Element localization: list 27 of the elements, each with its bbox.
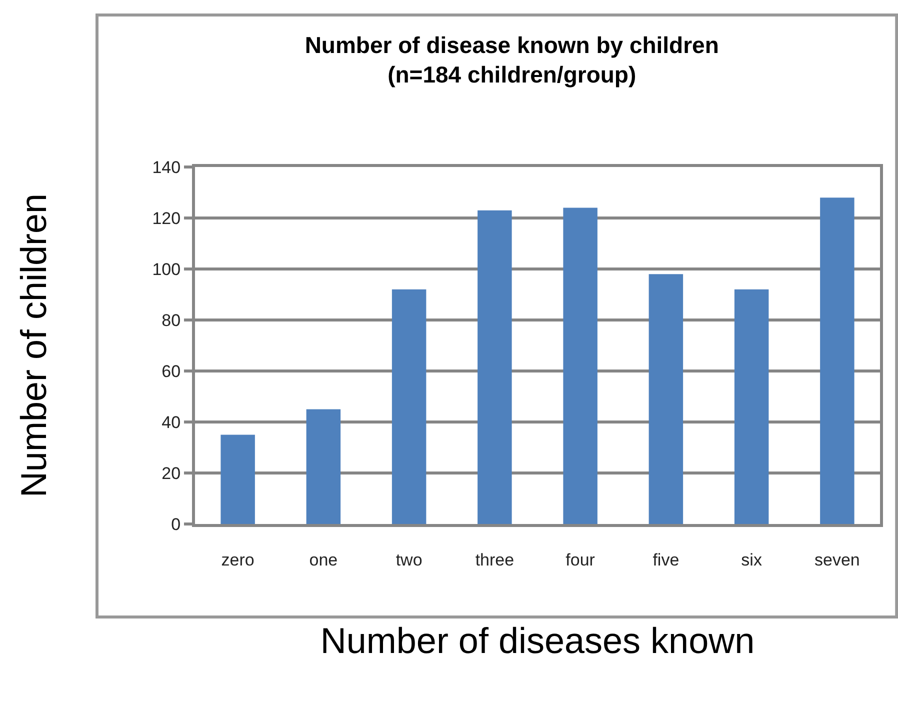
x-tick-label: five bbox=[652, 550, 680, 570]
bar bbox=[306, 409, 341, 524]
x-tick-label: one bbox=[309, 550, 338, 570]
y-tick-label: 100 bbox=[152, 260, 181, 279]
y-tick-label: 60 bbox=[162, 362, 181, 381]
bar bbox=[820, 198, 854, 524]
x-axis-title: Number of diseases known bbox=[320, 620, 755, 662]
y-tick-label: 0 bbox=[171, 514, 181, 534]
bar bbox=[392, 289, 426, 524]
bar bbox=[563, 208, 598, 524]
bar bbox=[478, 210, 512, 524]
y-tick-label: 20 bbox=[162, 464, 181, 483]
y-tick-label: 80 bbox=[162, 310, 181, 330]
x-tick-label: two bbox=[396, 550, 422, 570]
x-tick-label: three bbox=[475, 550, 514, 570]
bar bbox=[648, 274, 684, 524]
x-tick-label: seven bbox=[814, 550, 860, 570]
y-tick-label: 40 bbox=[162, 412, 181, 432]
x-tick-label: four bbox=[566, 550, 596, 570]
chart-title: Number of disease known by children (n=184 children/group) bbox=[304, 32, 719, 88]
x-tick-label: six bbox=[741, 550, 762, 570]
y-tick-label: 120 bbox=[152, 208, 181, 228]
bar bbox=[734, 289, 769, 524]
y-axis-title: Number of children bbox=[13, 193, 54, 498]
x-tick-label: zero bbox=[221, 550, 254, 570]
y-tick-label: 140 bbox=[152, 158, 181, 177]
bar bbox=[220, 434, 255, 524]
